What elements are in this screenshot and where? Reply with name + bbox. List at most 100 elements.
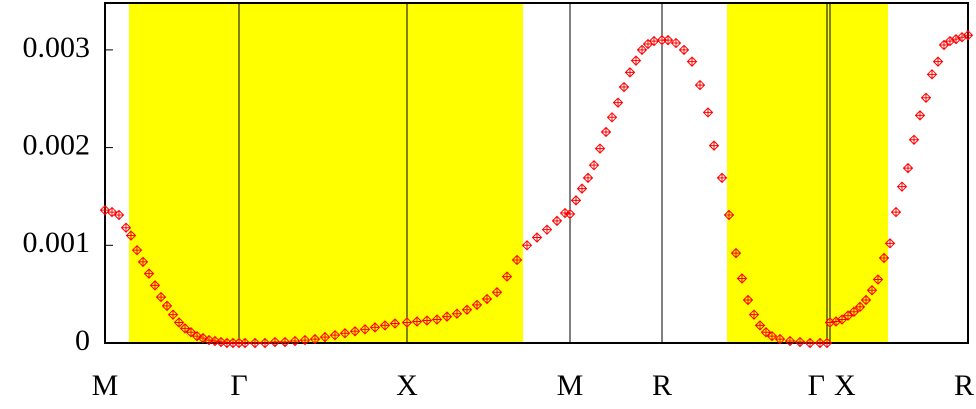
x-tick-label: R xyxy=(954,369,974,402)
data-point xyxy=(411,316,423,327)
data-point xyxy=(836,314,848,325)
data-point xyxy=(914,110,926,121)
data-point xyxy=(491,286,503,298)
data-point xyxy=(389,318,401,329)
data-point xyxy=(821,337,833,349)
data-point xyxy=(678,44,690,56)
data-point xyxy=(866,285,878,296)
data-point xyxy=(686,56,698,67)
data-point xyxy=(259,337,271,349)
data-point xyxy=(588,159,600,171)
data-point xyxy=(890,206,902,218)
data-point xyxy=(421,315,433,326)
data-point xyxy=(606,112,618,123)
data-point xyxy=(379,320,391,331)
data-point xyxy=(694,79,706,91)
data-point xyxy=(125,230,137,241)
data-point xyxy=(804,337,816,349)
data-point xyxy=(131,244,143,256)
data-point xyxy=(630,55,642,66)
data-point xyxy=(594,143,606,154)
data-point xyxy=(908,134,920,145)
x-tick-label: Γ xyxy=(230,369,247,402)
data-point xyxy=(736,273,748,284)
x-tick-label: Γ xyxy=(808,369,825,402)
y-tick-label: 0.001 xyxy=(23,226,91,259)
data-point xyxy=(461,304,473,315)
data-point xyxy=(173,317,185,328)
data-point xyxy=(920,92,932,103)
data-point xyxy=(636,44,648,56)
data-point xyxy=(938,39,950,51)
data-point xyxy=(708,140,720,151)
data-point xyxy=(723,209,735,221)
data-point xyxy=(441,311,453,322)
data-point xyxy=(369,322,381,333)
data-point xyxy=(113,209,125,221)
data-point xyxy=(149,280,161,291)
data-point xyxy=(309,333,321,345)
data-point xyxy=(155,291,167,303)
data-point xyxy=(106,206,118,218)
x-tick-label: X xyxy=(396,369,418,402)
data-point xyxy=(289,335,301,347)
plot-frame xyxy=(104,2,969,344)
data-point xyxy=(319,331,331,343)
data-point xyxy=(716,172,728,184)
data-point xyxy=(854,301,866,313)
data-point xyxy=(179,323,191,334)
data-point xyxy=(161,300,173,312)
data-point xyxy=(730,247,742,259)
data-point xyxy=(754,320,766,331)
data-point xyxy=(926,69,938,80)
data-point xyxy=(896,181,908,192)
data-point xyxy=(760,327,772,338)
data-point xyxy=(481,293,493,305)
data-point xyxy=(471,299,483,311)
data-point xyxy=(511,254,523,266)
data-point xyxy=(842,310,854,321)
data-point xyxy=(766,330,778,342)
y-tick-label: 0.003 xyxy=(23,31,91,64)
data-point xyxy=(531,232,543,243)
data-point xyxy=(339,328,351,339)
data-point xyxy=(541,224,553,235)
data-point xyxy=(349,326,361,337)
shaded-region xyxy=(129,3,523,343)
y-tick-label: 0.002 xyxy=(23,128,91,161)
data-point xyxy=(624,67,636,78)
x-tick-label: M xyxy=(92,369,119,402)
data-point xyxy=(137,256,149,268)
data-point xyxy=(359,324,371,335)
data-point xyxy=(564,208,576,220)
data-point xyxy=(239,337,251,349)
data-point xyxy=(120,222,132,233)
data-point xyxy=(167,309,179,320)
data-point xyxy=(501,271,513,282)
data-point xyxy=(872,274,884,285)
data-point xyxy=(279,336,291,348)
x-tick-label: R xyxy=(652,369,672,402)
data-point xyxy=(962,30,974,41)
data-point xyxy=(618,81,630,93)
data-point xyxy=(329,329,341,341)
data-point xyxy=(249,337,261,349)
data-point xyxy=(860,294,872,306)
data-point xyxy=(143,268,155,279)
data-point xyxy=(269,336,281,348)
data-point xyxy=(702,107,714,118)
data-point xyxy=(600,126,612,138)
data-point xyxy=(570,195,582,206)
y-tick-label: 0 xyxy=(75,324,90,357)
data-point xyxy=(794,336,806,348)
data-point xyxy=(576,183,588,194)
x-tick-label: X xyxy=(834,369,856,402)
data-point xyxy=(582,172,594,184)
data-point xyxy=(774,333,786,345)
data-point xyxy=(521,240,533,251)
data-point xyxy=(185,327,197,338)
data-point xyxy=(902,162,914,174)
data-point xyxy=(612,97,624,108)
x-tick-label: M xyxy=(557,369,584,402)
